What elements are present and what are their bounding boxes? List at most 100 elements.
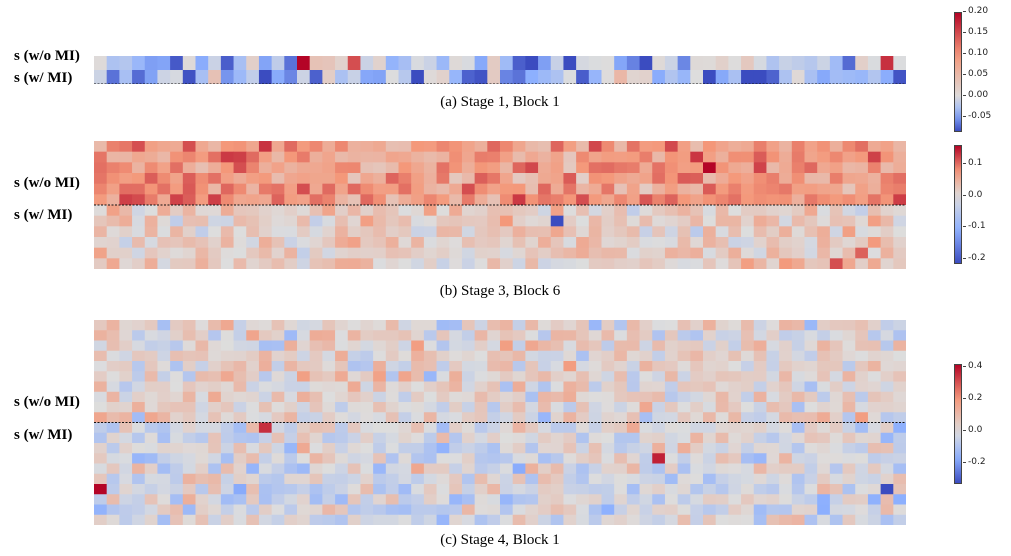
heatmap-cell [614, 194, 628, 206]
heatmap-cell [309, 205, 323, 217]
heatmap-cell [741, 514, 755, 525]
heatmap-cell [411, 340, 425, 352]
heatmap-cell [728, 361, 742, 372]
heatmap-cell [576, 330, 590, 341]
heatmap-cell [487, 473, 501, 485]
heatmap-cell [347, 391, 361, 403]
heatmap-cell [525, 162, 539, 174]
heatmap-cell [715, 422, 729, 434]
heatmap-cell [94, 494, 108, 505]
heatmap-cell [94, 443, 108, 454]
heatmap-cell [779, 162, 793, 174]
heatmap-cell [690, 70, 704, 84]
heatmap-cell [842, 70, 856, 84]
heatmap-cell [335, 514, 349, 525]
heatmap-cell [119, 361, 133, 372]
heatmap-cell [512, 70, 526, 84]
heatmap-cell [677, 443, 691, 454]
heatmap-cell [297, 514, 311, 525]
colorbar-tick-label: -0.1 [963, 221, 986, 232]
heatmap-cell [728, 371, 742, 382]
heatmap-cell [208, 215, 222, 227]
heatmap-cell [208, 422, 222, 434]
heatmap-cell [170, 432, 184, 444]
heatmap-cell [880, 371, 894, 382]
heatmap-cell [715, 412, 729, 423]
heatmap-cell [741, 361, 755, 372]
heatmap-cell [335, 422, 349, 434]
heatmap-cell [779, 443, 793, 454]
heatmap-cell [170, 330, 184, 341]
heatmap-cell [829, 504, 843, 516]
heatmap-cell [817, 183, 831, 195]
heatmap-cell [487, 381, 501, 393]
heatmap-cell [639, 194, 653, 206]
heatmap-cell [309, 215, 323, 227]
heatmap-cell [664, 237, 679, 249]
heatmap-cell [487, 494, 501, 505]
heatmap-cell [487, 453, 501, 464]
heatmap-cell [233, 422, 247, 434]
heatmap-cell [741, 205, 755, 217]
heatmap-cell [157, 422, 171, 434]
heatmap-cell [423, 70, 437, 84]
heatmap-cell [322, 361, 336, 372]
heatmap-cell [271, 70, 285, 84]
heatmap-cell [741, 194, 755, 206]
heatmap-cell [741, 412, 755, 423]
heatmap-cell [842, 226, 856, 238]
heatmap-cell [728, 237, 742, 249]
heatmap-cell [880, 330, 894, 341]
heatmap-cell [512, 514, 526, 525]
heatmap-cell [347, 247, 361, 259]
heatmap-cell [867, 504, 882, 516]
heatmap-cell [855, 514, 869, 525]
heatmap-cell [703, 494, 717, 505]
heatmap-cell [411, 504, 425, 516]
heatmap-cell [182, 350, 196, 362]
heatmap-cell [170, 412, 184, 423]
heatmap-cell [94, 151, 108, 163]
heatmap-cell [220, 215, 234, 227]
heatmap-cell [639, 340, 653, 352]
heatmap-cell [182, 173, 196, 185]
heatmap-cell [132, 215, 146, 227]
heatmap-cell [233, 258, 247, 269]
heatmap-cell [335, 320, 349, 331]
heatmap-cell [411, 371, 425, 382]
heatmap-cell [170, 443, 184, 454]
heatmap-cell [373, 56, 387, 71]
heatmap-cell [525, 504, 539, 516]
heatmap-cell [474, 402, 488, 413]
heatmap-cell [867, 412, 882, 423]
heatmap-cell [132, 56, 146, 71]
heatmap-cell [271, 183, 285, 195]
heatmap-cell [550, 350, 564, 362]
heatmap-cell [563, 514, 577, 525]
heatmap-cell [487, 183, 501, 195]
heatmap-cell [791, 371, 805, 382]
heatmap-cell [715, 215, 729, 227]
heatmap-cell [423, 514, 437, 525]
heatmap-cell [829, 226, 843, 238]
heatmap-cell [664, 151, 679, 163]
heatmap-cell [563, 494, 577, 505]
heatmap-cell [614, 484, 628, 495]
heatmap-cell [550, 422, 564, 434]
heatmap-cell [297, 432, 311, 444]
heatmap-cell [677, 484, 691, 495]
heatmap-cell [220, 422, 234, 434]
heatmap-cell [588, 320, 602, 331]
heatmap-cell [817, 361, 831, 372]
heatmap-cell [728, 494, 742, 505]
heatmap-cell [195, 453, 209, 464]
heatmap-cell [893, 494, 906, 505]
heatmap-cell [297, 247, 311, 259]
heatmap-cell [144, 494, 158, 505]
heatmap-cell [474, 453, 488, 464]
heatmap-cell [258, 340, 273, 352]
heatmap-cell [119, 350, 133, 362]
heatmap-cell [119, 183, 133, 195]
heatmap-cell [804, 473, 818, 485]
heatmap-cell [715, 70, 729, 84]
